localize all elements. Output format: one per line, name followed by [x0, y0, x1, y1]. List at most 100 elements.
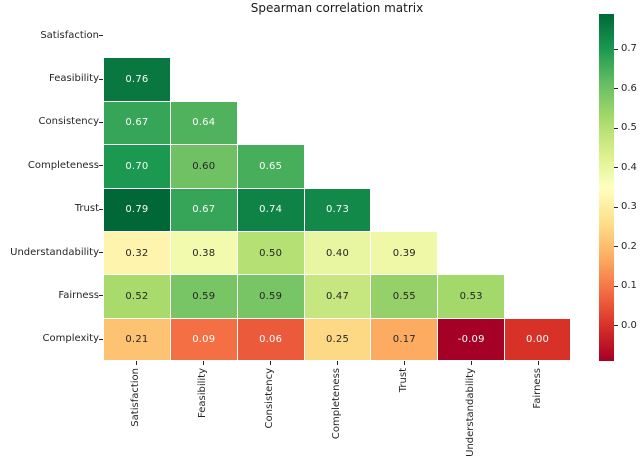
x-axis-tick: [537, 361, 539, 365]
cell-value: 0.53: [459, 290, 483, 302]
col-label-feasibility: Feasibility: [197, 368, 209, 418]
cell-value: 0.38: [192, 247, 216, 259]
cell-value: 0.79: [125, 204, 149, 216]
col-label-understandability: Understandability: [464, 368, 476, 457]
heatmap-cell-complexity-completeness: 0.25: [303, 317, 372, 361]
heatmap-cell-fairness-completeness: 0.47: [303, 274, 372, 319]
colorbar-tick-label: 0.0: [621, 319, 637, 331]
heatmap-cell-fairness-consistency: 0.59: [236, 274, 305, 319]
col-label-satisfaction: Satisfaction: [130, 368, 142, 427]
heatmap-cell-complexity-understandability: -0.09: [437, 317, 506, 361]
cell-value: 0.60: [192, 160, 216, 172]
colorbar-tick: [614, 48, 618, 50]
heatmap-cell-complexity-feasibility: 0.09: [169, 317, 238, 361]
heatmap-cell-consistency-satisfaction: 0.67: [103, 100, 171, 146]
cell-value: 0.67: [125, 117, 149, 129]
heatmap-cell-fairness-satisfaction: 0.52: [103, 274, 171, 319]
cell-value: 0.09: [192, 333, 216, 345]
colorbar-tick: [614, 88, 618, 90]
cell-value: 0.25: [325, 333, 350, 345]
row-label-complexity: Complexity: [42, 333, 99, 345]
heatmap-cell-fairness-feasibility: 0.59: [169, 274, 238, 319]
cell-value: 0.32: [125, 247, 149, 259]
col-label-trust: Trust: [397, 368, 409, 393]
cell-value: -0.09: [457, 333, 485, 345]
cell-value: 0.47: [325, 290, 350, 302]
heatmap-cell-complexity-consistency: 0.06: [236, 317, 305, 361]
x-axis-tick: [403, 361, 405, 365]
row-label-completeness: Completeness: [27, 159, 99, 171]
x-axis-tick: [270, 361, 272, 365]
heatmap-cell-understandability-feasibility: 0.38: [169, 230, 238, 276]
cell-value: 0.55: [392, 290, 416, 302]
colorbar-tick: [614, 325, 618, 326]
heatmap-cell-fairness-trust: 0.55: [370, 274, 439, 319]
x-axis-tick: [136, 361, 138, 365]
heatmap-cell-consistency-feasibility: 0.64: [169, 100, 238, 146]
heatmap-grid: 0.76 0.67 0.64 0.70 0.60 0.65 0.79 0.67 0.74 0.73…: [103, 14, 571, 361]
cell-value: 0.21: [125, 333, 149, 345]
colorbar-tick-label: 0.3: [621, 201, 637, 213]
colorbar-tick: [614, 206, 618, 208]
y-axis-tick: [99, 338, 103, 340]
col-label-consistency: Consistency: [264, 368, 276, 429]
y-axis-tick: [99, 165, 103, 167]
cell-value: 0.70: [125, 160, 149, 172]
colorbar-tick: [614, 167, 618, 169]
colorbar-tick: [614, 246, 618, 248]
heatmap-cell-trust-satisfaction: 0.79: [103, 187, 171, 232]
col-label-completeness: Completeness: [331, 368, 342, 440]
y-axis-tick: [99, 121, 103, 123]
colorbar-tick: [614, 285, 618, 287]
heatmap-cell-completeness-feasibility: 0.60: [169, 144, 238, 189]
col-label-fairness: Fairness: [531, 368, 543, 409]
heatmap-cell-completeness-consistency: 0.65: [236, 144, 305, 189]
cell-value: 0.73: [325, 204, 350, 216]
y-axis-tick: [99, 35, 103, 37]
y-axis-tick: [99, 208, 103, 210]
heatmap-cell-complexity-trust: 0.17: [370, 317, 439, 361]
heatmap-cell-trust-completeness: 0.73: [303, 187, 372, 232]
heatmap-cell-trust-consistency: 0.74: [236, 187, 305, 232]
chart-title: Spearman correlation matrix: [250, 1, 424, 15]
cell-value: 0.17: [392, 333, 416, 345]
cell-value: 0.00: [526, 333, 550, 345]
colorbar: [599, 14, 614, 361]
colorbar-tick-label: 0.1: [621, 280, 637, 292]
heatmap-cell-trust-feasibility: 0.67: [169, 187, 238, 232]
row-label-trust: Trust: [74, 203, 99, 215]
cell-value: 0.74: [259, 204, 283, 216]
y-axis-tick: [99, 295, 103, 297]
cell-value: 0.50: [259, 247, 283, 259]
colorbar-tick-label: 0.7: [621, 43, 637, 55]
heatmap-cell-understandability-completeness: 0.40: [303, 230, 372, 276]
heatmap-cell-complexity-satisfaction: 0.21: [103, 317, 171, 361]
cell-value: 0.76: [125, 74, 149, 86]
colorbar-tick-label: 0.5: [621, 122, 637, 134]
x-axis-tick: [337, 361, 338, 365]
cell-value: 0.64: [192, 117, 216, 129]
cell-value: 0.59: [192, 290, 216, 302]
colorbar-tick-label: 0.6: [621, 82, 637, 94]
cell-value: 0.06: [259, 333, 283, 345]
heatmap-cell-understandability-consistency: 0.50: [236, 230, 305, 276]
cell-value: 0.52: [125, 290, 149, 302]
colorbar-tick: [614, 127, 618, 129]
heatmap-cell-complexity-fairness: 0.00: [504, 317, 571, 361]
x-axis-tick: [470, 361, 472, 365]
colorbar-tick-label: 0.4: [621, 161, 637, 173]
row-label-understandability: Understandability: [10, 246, 99, 258]
cell-value: 0.40: [325, 247, 350, 259]
row-label-consistency: Consistency: [38, 116, 99, 128]
heatmap-cell-completeness-satisfaction: 0.70: [103, 144, 171, 189]
heatmap-cell-understandability-trust: 0.39: [370, 230, 439, 276]
colorbar-tick-label: 0.2: [621, 240, 637, 252]
x-axis-tick: [203, 361, 205, 365]
heatmap-cell-fairness-understandability: 0.53: [437, 274, 506, 319]
heatmap-cell-understandability-satisfaction: 0.32: [103, 230, 171, 276]
cell-value: 0.39: [392, 247, 416, 259]
row-label-feasibility: Feasibility: [49, 73, 99, 85]
row-label-satisfaction: Satisfaction: [40, 29, 99, 41]
row-label-fairness: Fairness: [58, 289, 99, 301]
